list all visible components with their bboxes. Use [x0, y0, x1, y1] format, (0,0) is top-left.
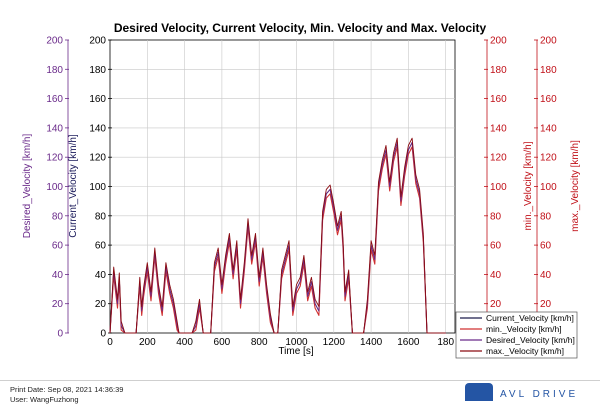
y-tick-current: 40 — [95, 270, 107, 281]
series-layer — [109, 137, 446, 334]
y-tick-desired: 180 — [46, 65, 63, 76]
right-axis-label-min: min._Velocity [km/h] — [523, 141, 534, 230]
y-tick-max: 100 — [540, 182, 557, 193]
y-tick-current: 0 — [100, 329, 106, 340]
x-axis-label: Time [s] — [278, 346, 313, 357]
legend-label-current: Current_Velocity [km/h] — [486, 313, 574, 323]
y-tick-desired: 100 — [46, 182, 63, 193]
y-tick-max: 120 — [540, 153, 557, 164]
x-tick-label: 200 — [139, 337, 156, 348]
x-tick-label: 0 — [107, 337, 113, 348]
y-tick-min: 120 — [490, 153, 507, 164]
y-tick-current: 60 — [95, 241, 107, 252]
legend-label-desired: Desired_Velocity [km/h] — [486, 335, 575, 345]
legend-box — [455, 311, 578, 359]
y-tick-min: 160 — [490, 94, 507, 105]
y-tick-min: 20 — [490, 299, 502, 310]
legend: Current_Velocity [km/h] min._Velocity [k… — [455, 311, 578, 359]
print-date: Print Date: Sep 08, 2021 14:36:39 — [10, 385, 124, 394]
velocity-chart: Desired Velocity, Current Velocity, Min.… — [22, 21, 581, 359]
y-tick-current: 200 — [89, 36, 106, 47]
y-tick-min: 200 — [490, 36, 507, 47]
y-tick-desired: 120 — [46, 153, 63, 164]
y-tick-max: 60 — [540, 241, 552, 252]
y-tick-desired: 0 — [57, 329, 63, 340]
x-tick-label: 1400 — [360, 337, 383, 348]
right-axis-label-max: max._Velocity [km/h] — [570, 140, 581, 232]
legend-label-max: max._Velocity [km/h] — [486, 346, 564, 356]
y-tick-desired: 140 — [46, 123, 63, 134]
logo-text: AVL DRIVE — [500, 389, 579, 400]
y-tick-desired: 20 — [52, 299, 64, 310]
left-axis-label-desired: Desired_Velocity [km/h] — [22, 134, 33, 239]
y-tick-desired: 60 — [52, 241, 64, 252]
chart-title: Desired Velocity, Current Velocity, Min.… — [114, 21, 487, 35]
y-tick-desired: 200 — [46, 36, 63, 47]
y-tick-max: 20 — [540, 299, 552, 310]
y-tick-desired: 160 — [46, 94, 63, 105]
logo-icon — [465, 383, 493, 401]
y-tick-max: 180 — [540, 65, 557, 76]
y-tick-current: 20 — [95, 299, 107, 310]
y-tick-current: 100 — [89, 182, 106, 193]
left-axis-label-current: Current_Velocity [km/h] — [68, 134, 79, 238]
x-tick-label: 400 — [176, 337, 193, 348]
series-max — [109, 137, 446, 334]
x-tick-label: 800 — [251, 337, 268, 348]
x-tick-label: 600 — [214, 337, 231, 348]
y-tick-current: 80 — [95, 211, 107, 222]
y-tick-min: 80 — [490, 211, 502, 222]
axes: 0000202020204040404060606060808080801001… — [46, 36, 557, 349]
y-tick-current: 180 — [89, 65, 106, 76]
y-tick-desired: 40 — [52, 270, 64, 281]
y-tick-current: 120 — [89, 153, 106, 164]
x-tick-label: 1600 — [397, 337, 420, 348]
y-tick-min: 40 — [490, 270, 502, 281]
y-tick-min: 180 — [490, 65, 507, 76]
y-tick-max: 140 — [540, 123, 557, 134]
y-tick-max: 160 — [540, 94, 557, 105]
y-tick-min: 140 — [490, 123, 507, 134]
y-tick-max: 200 — [540, 36, 557, 47]
legend-label-min: min._Velocity [km/h] — [486, 324, 562, 334]
y-tick-current: 140 — [89, 123, 106, 134]
y-tick-min: 100 — [490, 182, 507, 193]
y-tick-max: 80 — [540, 211, 552, 222]
x-tick-label: 1000 — [285, 337, 308, 348]
y-tick-max: 40 — [540, 270, 552, 281]
y-tick-min: 60 — [490, 241, 502, 252]
y-tick-desired: 80 — [52, 211, 64, 222]
x-tick-label: 180 — [437, 337, 454, 348]
y-tick-current: 160 — [89, 94, 106, 105]
x-tick-label: 1200 — [323, 337, 346, 348]
